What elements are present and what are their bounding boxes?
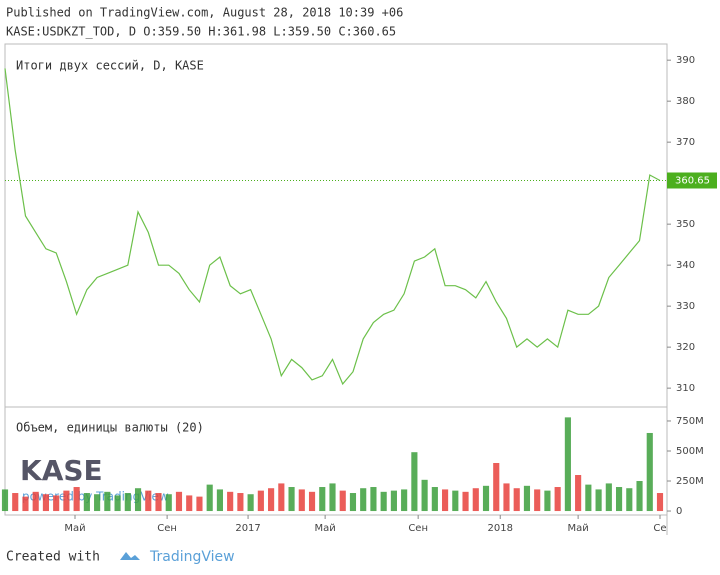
volume-bar bbox=[380, 491, 387, 512]
volume-bar bbox=[636, 481, 643, 512]
x-tick-label: 2017 bbox=[235, 523, 260, 534]
y-tick-label: 0 bbox=[676, 506, 682, 517]
last-price-label: 360.65 bbox=[675, 175, 710, 186]
volume-bar bbox=[585, 484, 592, 512]
header-line: KASE:USDKZT_TOD, D O:359.50 H:361.98 L:3… bbox=[6, 25, 396, 39]
volume-bar bbox=[42, 494, 50, 512]
header-line: Published on TradingView.com, August 28,… bbox=[6, 6, 403, 20]
volume-bar bbox=[216, 489, 223, 512]
last-price-box bbox=[667, 172, 717, 189]
volume-bar bbox=[288, 487, 295, 512]
volume-bar bbox=[175, 491, 183, 512]
volume-bar bbox=[554, 487, 561, 512]
volume-bar bbox=[513, 488, 520, 512]
x-tick-label: Май bbox=[314, 523, 335, 534]
volume-bar bbox=[534, 489, 541, 512]
volume-bar bbox=[308, 491, 316, 512]
volume-bar bbox=[186, 495, 193, 512]
volume-bar bbox=[442, 489, 449, 512]
volume-bar bbox=[53, 495, 60, 512]
volume-bar bbox=[431, 487, 438, 512]
x-tick-label: Сен bbox=[408, 523, 428, 534]
volume-bar bbox=[114, 495, 121, 512]
volume-bar bbox=[63, 490, 70, 512]
volume-bar bbox=[134, 488, 142, 512]
volume-bar bbox=[165, 494, 172, 512]
pane-title: Объем, единицы валюты (20) bbox=[16, 421, 204, 435]
volume-bar bbox=[1, 489, 9, 512]
volume-bar bbox=[32, 491, 39, 512]
y-tick-label: 370 bbox=[676, 137, 695, 148]
volume-bar bbox=[298, 489, 305, 512]
volume-bar bbox=[370, 487, 377, 512]
y-tick-label: 350 bbox=[676, 219, 695, 230]
volume-bar bbox=[646, 432, 653, 512]
volume-bar bbox=[319, 487, 326, 512]
volume-bar bbox=[421, 479, 428, 512]
volume-bar bbox=[523, 485, 531, 512]
watermark-logo: KASE bbox=[20, 454, 103, 487]
volume-bar bbox=[411, 452, 418, 512]
volume-bar bbox=[124, 493, 131, 512]
volume-bar bbox=[73, 487, 80, 512]
volume-bar bbox=[247, 494, 254, 512]
volume-bar bbox=[104, 491, 111, 512]
volume-bar bbox=[237, 493, 244, 512]
volume-bar bbox=[268, 488, 275, 512]
volume-bar bbox=[227, 491, 234, 512]
y-tick-label: 390 bbox=[676, 55, 695, 66]
volume-bar bbox=[196, 496, 203, 512]
y-tick-label: 250M bbox=[676, 476, 704, 487]
volume-bar bbox=[339, 490, 346, 512]
volume-bar bbox=[605, 483, 612, 512]
y-tick-label: 380 bbox=[676, 96, 695, 107]
volume-bar bbox=[482, 485, 490, 512]
volume-bar bbox=[493, 463, 500, 512]
volume-bar bbox=[329, 483, 336, 512]
volume-bar bbox=[12, 493, 19, 512]
volume-bar bbox=[349, 493, 357, 512]
volume-bar bbox=[145, 490, 152, 512]
volume-bar bbox=[83, 493, 90, 512]
volume-bar bbox=[626, 488, 633, 512]
volume-bar bbox=[22, 496, 29, 512]
volume-bar bbox=[360, 488, 367, 512]
x-tick-label: Май bbox=[567, 523, 588, 534]
volume-bar bbox=[155, 493, 162, 512]
brand-icon bbox=[120, 552, 140, 560]
x-tick-label: Май bbox=[64, 523, 85, 534]
volume-bar bbox=[656, 493, 664, 512]
y-tick-label: 330 bbox=[676, 301, 695, 312]
price-line bbox=[4, 68, 661, 386]
y-tick-label: 320 bbox=[676, 342, 695, 353]
y-tick-label: 500M bbox=[676, 446, 704, 457]
volume-bar bbox=[472, 488, 479, 512]
y-tick-label: 340 bbox=[676, 260, 695, 271]
y-tick-label: 750M bbox=[676, 416, 704, 427]
x-tick-label: Се bbox=[653, 523, 666, 534]
footer-brand[interactable]: TradingView bbox=[149, 549, 235, 565]
volume-bar bbox=[278, 483, 285, 512]
volume-bar bbox=[257, 490, 264, 512]
x-tick-label: 2018 bbox=[488, 523, 513, 534]
volume-bar bbox=[544, 490, 551, 512]
volume-bar bbox=[503, 483, 510, 512]
volume-bar bbox=[564, 417, 571, 512]
volume-bar bbox=[390, 490, 397, 512]
volume-bar bbox=[401, 489, 408, 512]
volume-bar bbox=[94, 494, 101, 512]
volume-bar bbox=[595, 489, 602, 512]
volume-bar bbox=[452, 490, 459, 512]
volume-bar bbox=[462, 491, 469, 512]
volume-bar bbox=[206, 484, 213, 512]
y-tick-label: 310 bbox=[676, 383, 695, 394]
volume-bar bbox=[615, 487, 623, 512]
volume-bar bbox=[575, 475, 582, 512]
pane-title: Итоги двух сессий, D, KASE bbox=[16, 59, 204, 73]
footer-text: Created with bbox=[6, 550, 100, 565]
x-tick-label: Сен bbox=[157, 523, 177, 534]
